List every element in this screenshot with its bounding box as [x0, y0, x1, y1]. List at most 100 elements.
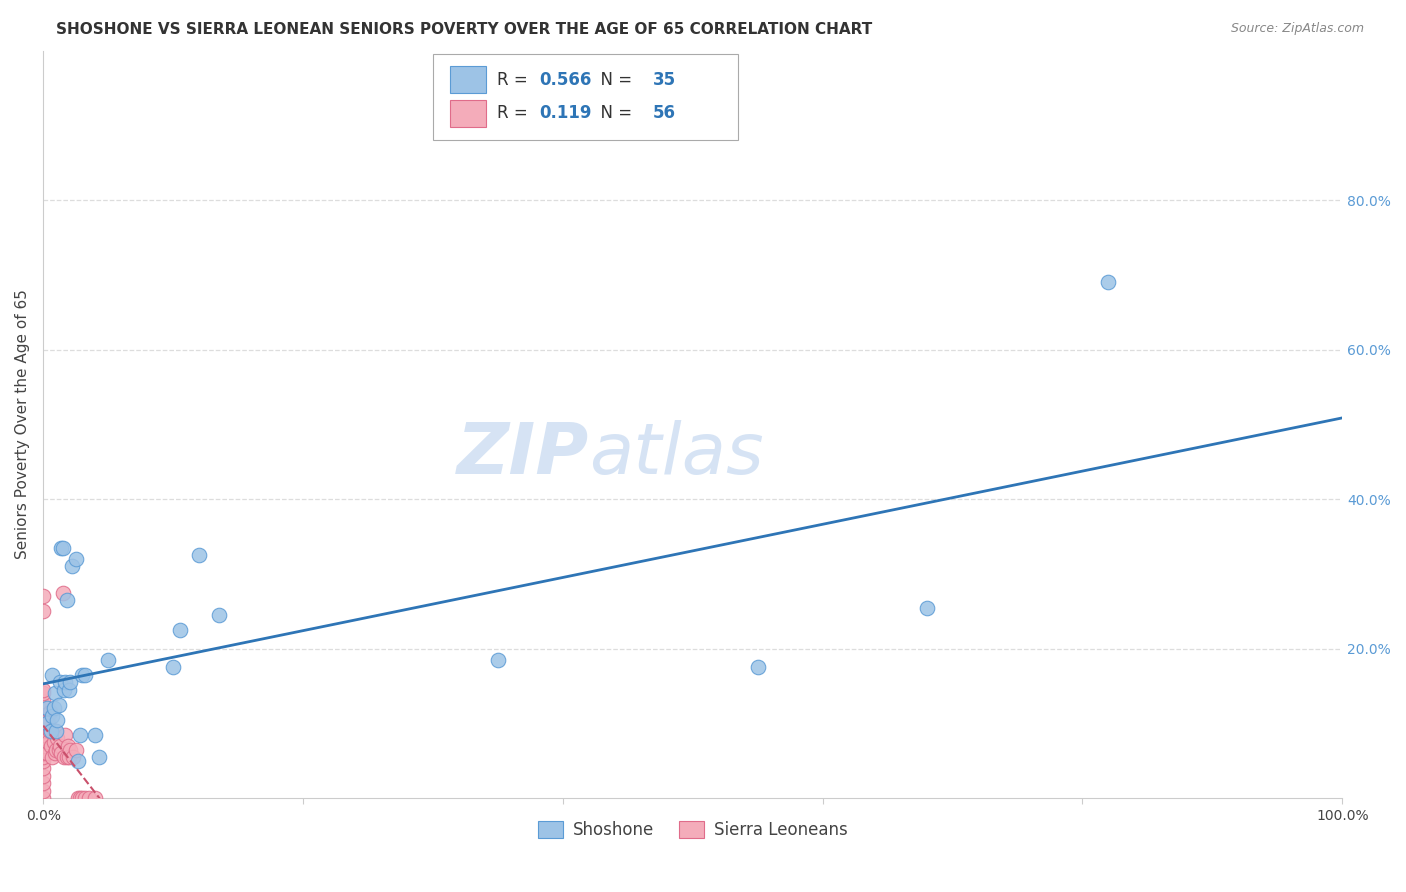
Point: [62, 750, 84, 764]
Point: [49, 675, 72, 690]
Point: [60, 559, 83, 574]
Point: [32, 701, 55, 715]
Point: [486, 653, 509, 667]
Point: [87, 750, 110, 764]
Point: [56, 739, 79, 753]
Point: [32, 698, 55, 712]
Legend: Shoshone, Sierra Leoneans: Shoshone, Sierra Leoneans: [531, 814, 855, 846]
Point: [73, 791, 96, 805]
Point: [32, 716, 55, 731]
Point: [69, 728, 91, 742]
Point: [42, 735, 65, 749]
Point: [32, 739, 55, 753]
Point: [42, 701, 65, 715]
Point: [37, 716, 59, 731]
Point: [45, 723, 67, 738]
Point: [55, 750, 77, 764]
Point: [747, 660, 769, 674]
Point: [32, 728, 55, 742]
Text: 0.119: 0.119: [540, 104, 592, 122]
Point: [65, 742, 87, 756]
Point: [53, 682, 76, 697]
Point: [73, 668, 96, 682]
Point: [52, 541, 75, 555]
Point: [35, 701, 58, 715]
Point: [32, 776, 55, 790]
Point: [915, 600, 938, 615]
Point: [84, 791, 107, 805]
Point: [1097, 276, 1119, 290]
Point: [49, 739, 72, 753]
Text: 56: 56: [652, 104, 675, 122]
Point: [35, 746, 58, 760]
Point: [32, 713, 55, 727]
Point: [32, 604, 55, 618]
Point: [32, 720, 55, 734]
Point: [207, 607, 229, 622]
Point: [48, 742, 70, 756]
Point: [77, 791, 100, 805]
Point: [70, 791, 93, 805]
FancyBboxPatch shape: [433, 54, 738, 140]
Point: [58, 682, 80, 697]
Point: [39, 723, 62, 738]
Point: [32, 682, 55, 697]
Point: [41, 750, 63, 764]
Point: [67, 754, 90, 768]
Point: [67, 791, 90, 805]
Point: [32, 761, 55, 775]
Point: [32, 769, 55, 783]
FancyBboxPatch shape: [450, 66, 486, 94]
Point: [65, 552, 87, 566]
Y-axis label: Seniors Poverty Over the Age of 65: Seniors Poverty Over the Age of 65: [15, 290, 30, 559]
Point: [32, 750, 55, 764]
Point: [44, 723, 66, 738]
Point: [32, 791, 55, 805]
Point: [32, 746, 55, 760]
Point: [44, 746, 66, 760]
Point: [32, 742, 55, 756]
Text: 0.566: 0.566: [540, 70, 592, 89]
Point: [58, 750, 80, 764]
Point: [35, 716, 58, 731]
Point: [84, 728, 107, 742]
Point: [70, 668, 93, 682]
Point: [59, 675, 82, 690]
Point: [32, 723, 55, 738]
Point: [32, 783, 55, 797]
Point: [32, 590, 55, 604]
Point: [51, 746, 73, 760]
Point: [39, 739, 62, 753]
Point: [53, 675, 76, 690]
Text: SHOSHONE VS SIERRA LEONEAN SENIORS POVERTY OVER THE AGE OF 65 CORRELATION CHART: SHOSHONE VS SIERRA LEONEAN SENIORS POVER…: [56, 22, 873, 37]
Point: [41, 709, 63, 723]
Point: [46, 731, 69, 746]
Point: [97, 653, 120, 667]
Text: Source: ZipAtlas.com: Source: ZipAtlas.com: [1230, 22, 1364, 36]
FancyBboxPatch shape: [450, 100, 486, 127]
Point: [32, 705, 55, 719]
Text: atlas: atlas: [589, 420, 763, 489]
Text: N =: N =: [591, 70, 637, 89]
Point: [32, 694, 55, 708]
Point: [38, 705, 60, 719]
Text: R =: R =: [496, 104, 538, 122]
Text: 35: 35: [652, 70, 676, 89]
Point: [169, 623, 191, 637]
Text: R =: R =: [496, 70, 533, 89]
Point: [41, 668, 63, 682]
Point: [45, 742, 67, 756]
Point: [44, 686, 66, 700]
Point: [53, 750, 76, 764]
Point: [53, 728, 76, 742]
Point: [69, 791, 91, 805]
Point: [38, 723, 60, 738]
Point: [32, 754, 55, 768]
Point: [59, 742, 82, 756]
Point: [52, 585, 75, 599]
Text: N =: N =: [591, 104, 637, 122]
Point: [32, 709, 55, 723]
Text: ZIP: ZIP: [457, 420, 589, 489]
Point: [55, 593, 77, 607]
Point: [51, 541, 73, 555]
